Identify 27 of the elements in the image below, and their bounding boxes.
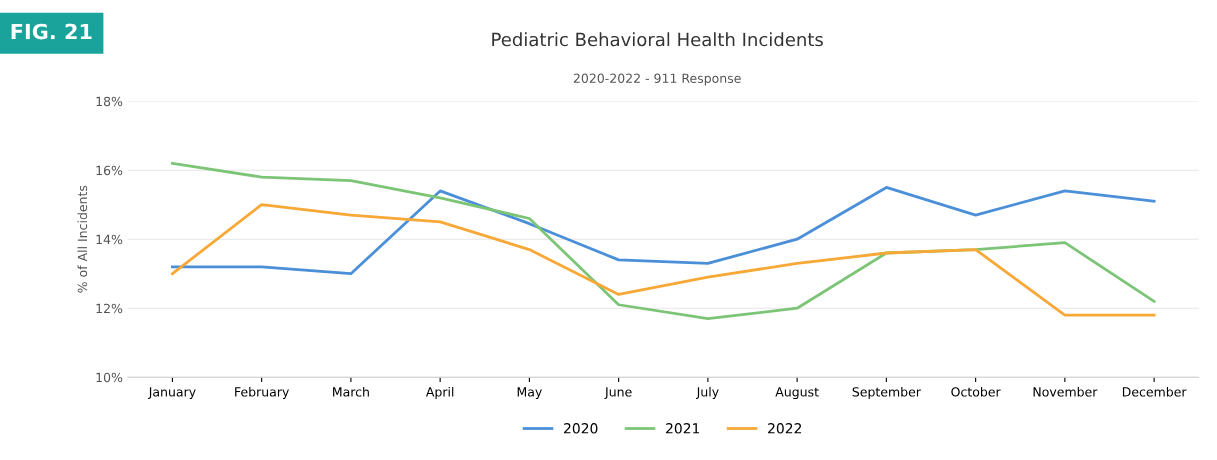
chart-subtitle: 2020-2022 - 911 Response [573,73,741,86]
x-tick-label: August [775,387,819,400]
y-tick-label: 12% [96,303,123,314]
legend-label: 2022 [768,423,802,434]
y-axis-title: % of All Incidents [77,185,88,293]
line-series [171,203,1156,317]
x-tick-label: May [517,387,542,400]
legend-label: 2020 [564,423,598,434]
x-tick-label: March [333,386,369,397]
x-tick-label: June [604,387,632,399]
y-tick-label: 18% [96,96,123,107]
x-tick-label: February [235,386,289,400]
chart-title: Pediatric Behavioral Health Incidents [492,32,823,47]
caption: FIG. 21 [11,23,92,40]
x-tick-label: September [852,386,921,400]
y-tick-label: 14% [96,234,123,245]
x-tick-label: November [1033,386,1098,397]
line-series [171,186,1156,276]
legend-label: 2021 [666,423,700,434]
x-tick-label: December [1122,386,1187,397]
x-tick-label: January [148,387,196,400]
x-tick-label: July [696,386,719,400]
y-tick-label: 16% [96,165,123,176]
line-series [171,161,1156,320]
y-tick-label: 10% [96,372,123,383]
x-tick-label: April [425,386,454,400]
x-tick-label: October [951,386,1001,397]
